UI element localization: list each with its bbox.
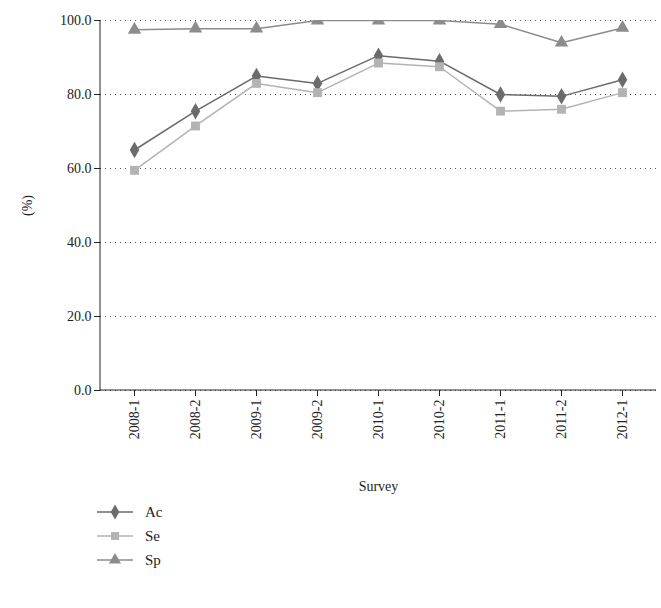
svg-text:2008-2: 2008-2 bbox=[188, 400, 203, 440]
svg-text:2009-1: 2009-1 bbox=[249, 400, 264, 440]
svg-text:2011-1: 2011-1 bbox=[493, 400, 508, 439]
svg-text:2009-2: 2009-2 bbox=[310, 400, 325, 440]
svg-text:2010-1: 2010-1 bbox=[371, 400, 386, 440]
svg-text:2010-2: 2010-2 bbox=[432, 400, 447, 440]
html-text:Ac: Ac bbox=[145, 503, 163, 520]
svg-text:40.0: 40.0 bbox=[67, 235, 92, 250]
html-text:Se: Se bbox=[145, 527, 160, 544]
svg-text:60.0: 60.0 bbox=[67, 161, 92, 176]
svg-text:100.0: 100.0 bbox=[60, 13, 92, 28]
svg-text:(%): (%) bbox=[20, 195, 36, 216]
svg-text:Survey: Survey bbox=[359, 479, 399, 494]
svg-text:20.0: 20.0 bbox=[67, 309, 92, 324]
svg-text:2008-1: 2008-1 bbox=[127, 400, 142, 440]
svg-text:0.0: 0.0 bbox=[74, 383, 92, 398]
html-text:Sp: Sp bbox=[145, 551, 161, 568]
svg-text:2012-1: 2012-1 bbox=[615, 400, 630, 440]
svg-text:2011-2: 2011-2 bbox=[554, 400, 569, 439]
svg-text:80.0: 80.0 bbox=[67, 87, 92, 102]
